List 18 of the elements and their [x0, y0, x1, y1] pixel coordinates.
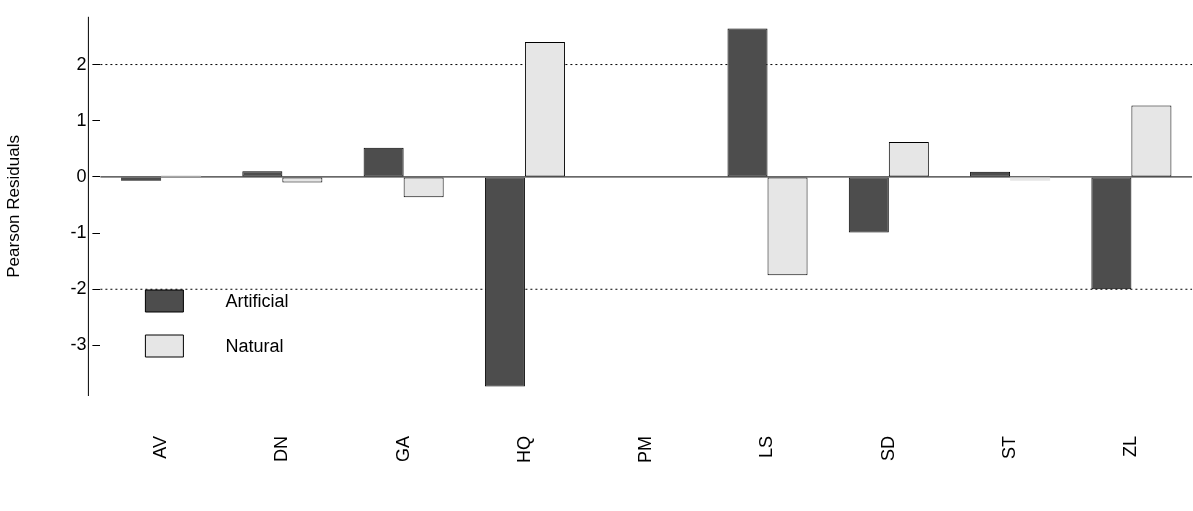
- x-tick-label: ST: [999, 436, 1020, 460]
- x-tick-label: LS: [756, 436, 777, 459]
- y-tick-label: 2: [76, 53, 87, 74]
- y-tick-label: -3: [70, 334, 87, 355]
- y-tick-label: -2: [70, 278, 87, 299]
- x-tick-label: PM: [635, 436, 656, 463]
- x-tick-label: AV: [150, 436, 171, 459]
- y-tick-label: -1: [70, 222, 87, 243]
- y-tick-label: 1: [76, 109, 87, 130]
- x-tick-label: ZL: [1120, 436, 1141, 458]
- x-tick-label: GA: [392, 436, 413, 463]
- x-tick-label: SD: [877, 436, 898, 462]
- y-axis-title: Pearson Residuals: [3, 135, 23, 278]
- x-tick-label: DN: [271, 436, 292, 462]
- legend-label: Artificial: [225, 290, 289, 311]
- x-tick-label: HQ: [513, 436, 534, 463]
- legend-label: Natural: [225, 335, 284, 356]
- y-tick-label: 0: [76, 165, 87, 186]
